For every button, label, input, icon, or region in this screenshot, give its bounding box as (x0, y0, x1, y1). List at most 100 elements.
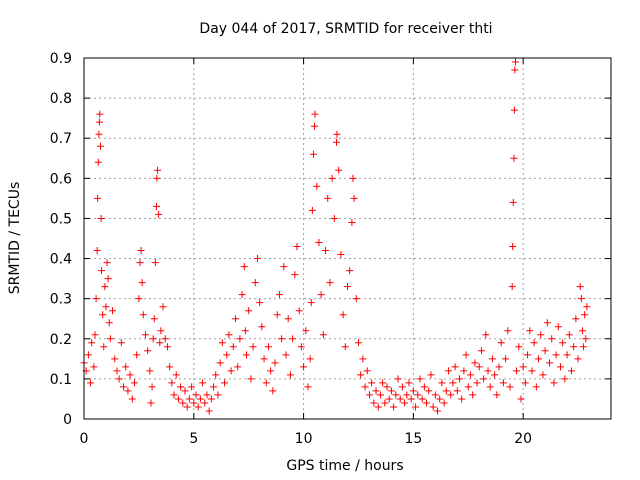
data-point (102, 303, 110, 311)
data-point (309, 150, 317, 158)
data-point (307, 299, 315, 307)
data-point (93, 247, 101, 255)
data-point (548, 335, 556, 343)
data-point (267, 367, 275, 375)
data-point (462, 351, 470, 359)
data-point (502, 355, 510, 363)
data-point (196, 395, 204, 403)
data-point (486, 383, 494, 391)
tick-layer: 0 0.1 0.2 0.3 0.4 0.5 0.6 0.7 0.8 0.9 0 5 10 15 20 (50, 51, 611, 447)
data-point (578, 327, 586, 335)
y-tick-label: 0.6 (50, 171, 72, 187)
data-point (113, 367, 121, 375)
data-point (330, 214, 338, 222)
x-tick-label: 15 (404, 431, 422, 447)
data-point (245, 307, 253, 315)
data-point (405, 379, 413, 387)
data-point (311, 122, 319, 130)
data-point (458, 395, 466, 403)
data-point (295, 307, 303, 315)
data-point (451, 363, 459, 371)
data-point (234, 363, 242, 371)
data-point (414, 391, 422, 399)
data-point (179, 399, 187, 407)
data-point (138, 279, 146, 287)
data-point (339, 311, 347, 319)
data-point (194, 403, 202, 411)
data-point (577, 295, 585, 303)
data-point (190, 399, 198, 407)
data-point (559, 339, 567, 347)
data-point (170, 391, 178, 399)
data-point (324, 194, 332, 202)
data-point (521, 379, 529, 387)
data-point (556, 363, 564, 371)
data-point (471, 359, 479, 367)
data-point (440, 399, 448, 407)
data-point (304, 383, 312, 391)
data-point (264, 343, 272, 351)
data-point (535, 355, 543, 363)
data-point (262, 379, 270, 387)
data-point (550, 379, 558, 387)
data-point (365, 391, 373, 399)
data-point (539, 371, 547, 379)
data-point (155, 210, 163, 218)
data-point (131, 379, 139, 387)
data-point (256, 299, 264, 307)
data-point (326, 279, 334, 287)
data-point (210, 383, 218, 391)
data-point (139, 311, 147, 319)
data-point (423, 399, 431, 407)
data-point (436, 395, 444, 403)
data-point (322, 247, 330, 255)
data-point (249, 343, 257, 351)
points-layer (80, 58, 591, 415)
chart-title: Day 044 of 2017, SRMTID for receiver tht… (199, 21, 492, 37)
x-tick-label: 5 (189, 431, 198, 447)
data-point (308, 206, 316, 214)
data-point (394, 375, 402, 383)
data-point (381, 399, 389, 407)
x-axis-label: GPS time / hours (286, 458, 403, 474)
data-point (484, 367, 492, 375)
data-point (232, 315, 240, 323)
data-point (344, 283, 351, 291)
y-tick-label: 0.9 (50, 51, 72, 67)
data-point (174, 395, 182, 403)
data-point (221, 379, 229, 387)
data-point (251, 279, 259, 287)
data-point (477, 347, 485, 355)
data-point (517, 395, 525, 403)
data-point (302, 327, 310, 335)
data-point (416, 375, 424, 383)
data-point (409, 387, 417, 395)
data-point (141, 331, 149, 339)
data-point (154, 166, 162, 174)
data-point (247, 375, 255, 383)
data-point (491, 371, 499, 379)
data-point (333, 130, 341, 138)
data-point (271, 359, 279, 367)
data-point (328, 174, 336, 182)
data-point (488, 355, 496, 363)
data-point (570, 343, 578, 351)
x-tick-label: 0 (80, 431, 89, 447)
data-point (289, 335, 297, 343)
data-point (524, 351, 532, 359)
data-point (418, 395, 426, 403)
data-point (508, 283, 516, 291)
grid-layer (84, 58, 611, 419)
data-point (284, 315, 292, 323)
data-point (300, 363, 308, 371)
data-point (580, 343, 588, 351)
data-point (172, 371, 180, 379)
data-point (91, 331, 99, 339)
data-point (532, 383, 540, 391)
data-point (156, 339, 164, 347)
data-point (297, 343, 305, 351)
y-tick-label: 0.8 (50, 91, 72, 107)
data-point (135, 295, 143, 303)
data-point (273, 311, 281, 319)
y-tick-label: 0.5 (50, 211, 72, 227)
